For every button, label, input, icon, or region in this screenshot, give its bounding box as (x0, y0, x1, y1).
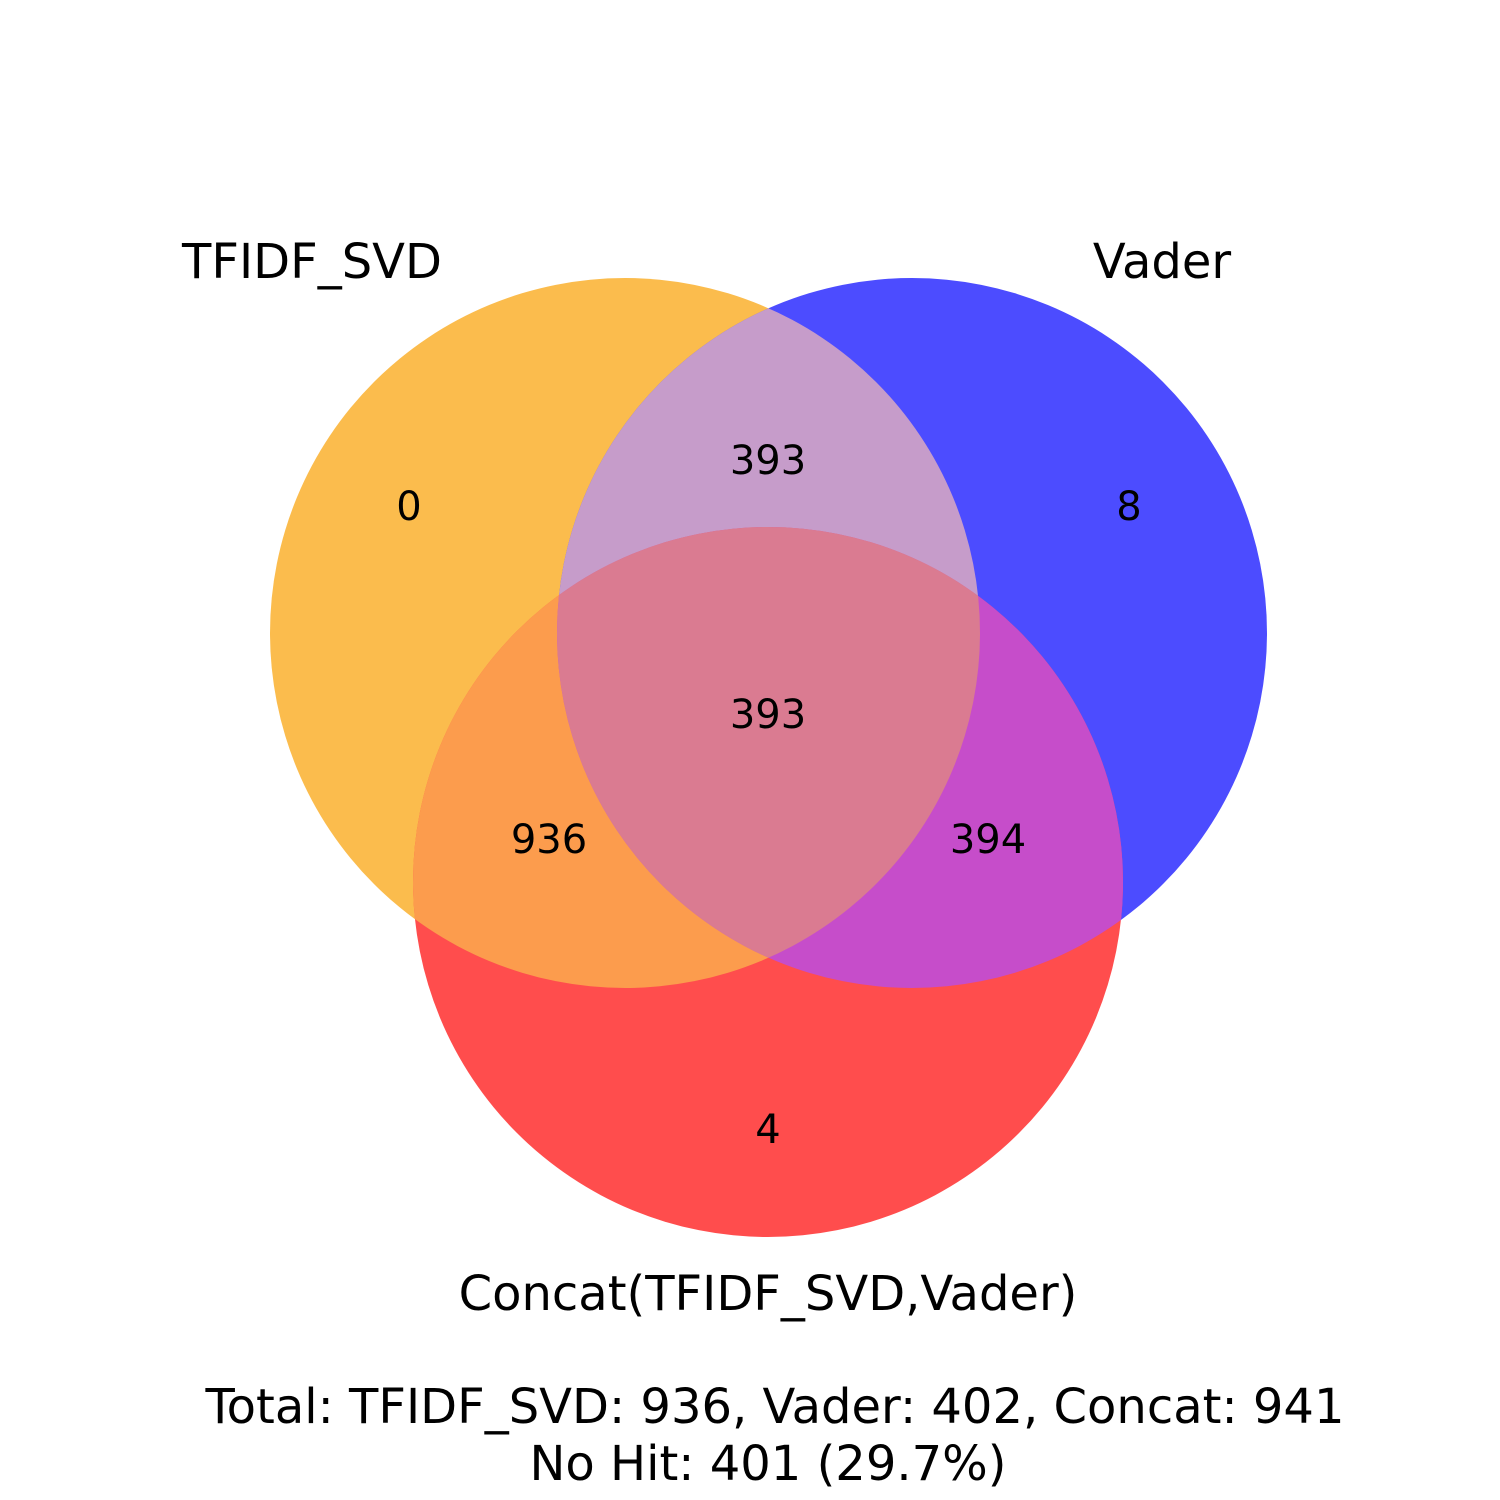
count-ac-only: 936 (511, 817, 587, 863)
count-c-only: 4 (755, 1107, 780, 1153)
set-label-b: Vader (1093, 234, 1232, 290)
set-label-c: Concat(TFIDF_SVD,Vader) (459, 1266, 1078, 1322)
set-label-a: TFIDF_SVD (181, 234, 442, 290)
count-ab-only: 393 (730, 438, 806, 484)
count-abc: 393 (730, 692, 806, 738)
region-abc (557, 527, 980, 988)
summary-totals: Total: TFIDF_SVD: 936, Vader: 402, Conca… (205, 1379, 1345, 1435)
count-a-only: 0 (396, 484, 421, 530)
count-bc-only: 394 (950, 817, 1026, 863)
count-b-only: 8 (1116, 484, 1141, 530)
summary-no-hit: No Hit: 401 (29.7%) (529, 1436, 1006, 1492)
